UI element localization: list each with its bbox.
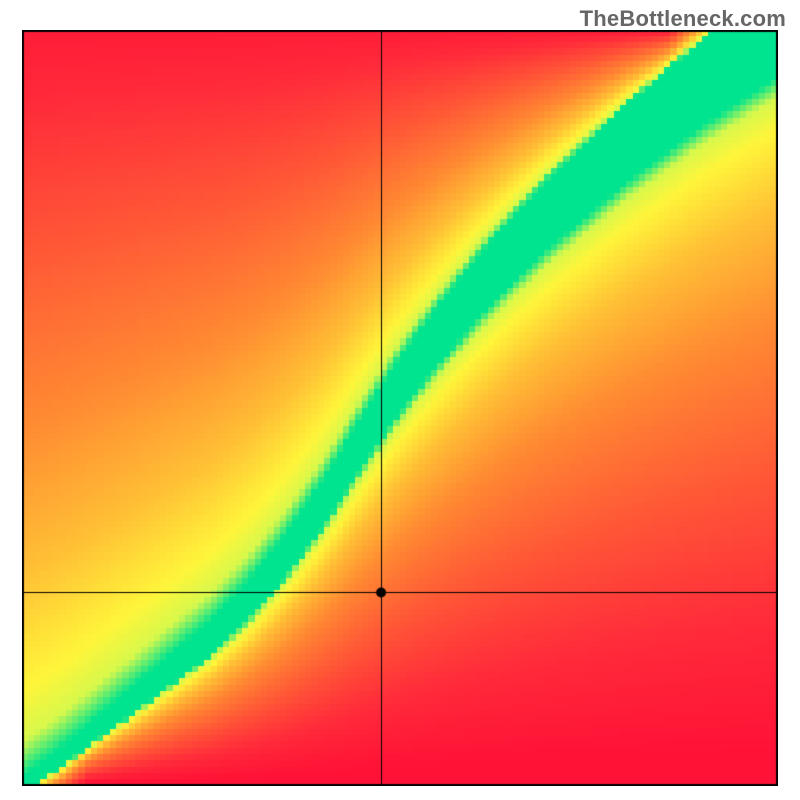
- heatmap-plot: [22, 30, 778, 786]
- watermark-text: TheBottleneck.com: [580, 6, 786, 32]
